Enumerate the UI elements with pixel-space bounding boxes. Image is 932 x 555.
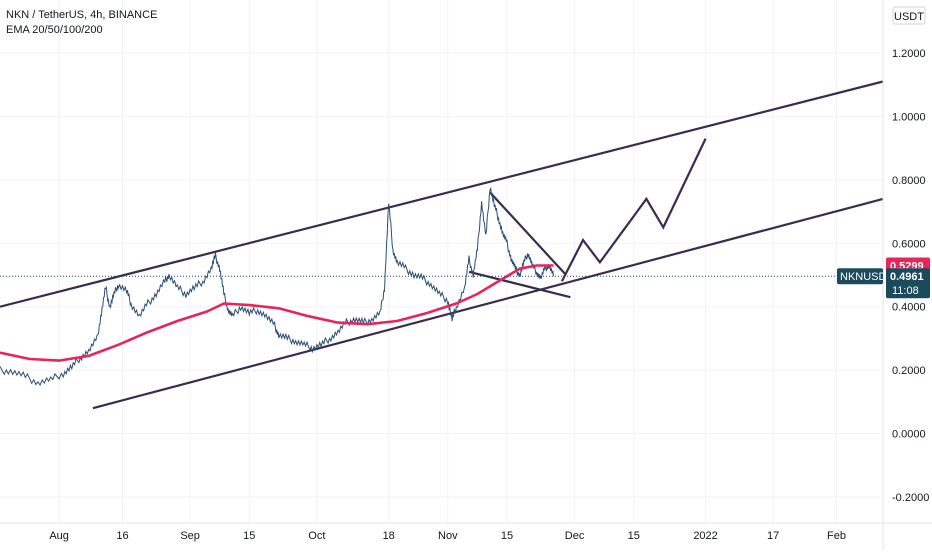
x-tick-label: Oct	[308, 530, 325, 542]
x-tick-label: Sep	[180, 530, 200, 542]
projection-line[interactable]	[560, 138, 707, 282]
wedge-lower-line[interactable]	[468, 270, 571, 299]
x-tick-label: 16	[116, 530, 128, 542]
grid	[0, 0, 883, 523]
trendline-drawings[interactable]	[0, 80, 884, 410]
time-axis[interactable]: Aug 16 Sep 15 Oct 18 Nov 15 Dec 15 2022 17 Feb	[49, 530, 846, 542]
x-tick-label: 18	[383, 530, 395, 542]
last-price-tag: 0.4961 11:08	[886, 268, 930, 299]
channel-bottom-line[interactable]	[92, 197, 884, 410]
currency-badge[interactable]: USDT	[892, 6, 926, 25]
currency-badge-label: USDT	[894, 11, 924, 23]
y-tick-label: 0.8000	[892, 175, 926, 187]
candle-countdown: 11:08	[892, 285, 919, 297]
y-tick-label: 0.0000	[892, 429, 926, 441]
indicator-title[interactable]: EMA 20/50/100/200	[6, 24, 103, 36]
price-series	[0, 186, 883, 387]
symbol-title[interactable]: NKN / TetherUS, 4h, BINANCE	[6, 9, 158, 21]
ema-line	[0, 264, 554, 362]
y-tick-label: 1.2000	[892, 48, 926, 60]
y-tick-label: 0.4000	[892, 302, 926, 314]
channel-top-line[interactable]	[0, 80, 884, 308]
y-tick-label: 0.6000	[892, 238, 926, 250]
x-tick-label: Nov	[438, 530, 458, 542]
y-tick-label: 0.2000	[892, 365, 926, 377]
symbol-tag-label: NKNUSDT	[840, 271, 893, 283]
x-tick-label: Aug	[49, 530, 69, 542]
x-tick-label: Feb	[827, 530, 846, 542]
chart-legend: NKN / TetherUS, 4h, BINANCE EMA 20/50/10…	[6, 8, 157, 38]
x-tick-label: 15	[628, 530, 640, 542]
x-tick-label: 17	[767, 530, 779, 542]
symbol-tag: NKNUSDT	[837, 268, 893, 285]
price-axis[interactable]: 1.2000 1.0000 0.8000 0.6000 0.4000 0.2000 0.00…	[892, 48, 929, 504]
last-price-label: 0.4961	[890, 271, 924, 283]
price-line	[0, 186, 554, 387]
x-tick-label: 15	[501, 530, 513, 542]
y-tick-label: 1.0000	[892, 111, 926, 123]
x-tick-label: 15	[243, 530, 255, 542]
x-tick-label: Dec	[565, 530, 585, 542]
x-tick-label: 2022	[693, 530, 717, 542]
y-tick-label: -0.2000	[892, 492, 929, 504]
wedge-upper-line[interactable]	[489, 191, 567, 276]
